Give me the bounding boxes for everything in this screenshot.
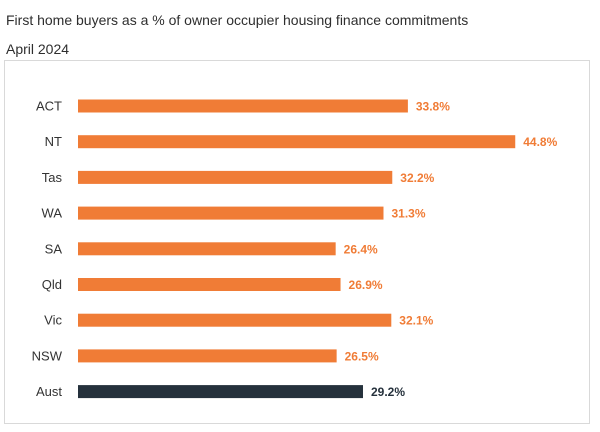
bar [78,242,336,256]
bar [78,349,337,363]
value-label: 32.2% [400,171,434,185]
value-label: 44.8% [523,135,557,149]
value-label: 32.1% [399,314,433,328]
bar [78,313,392,327]
category-label: Vic [44,313,62,328]
value-label: 26.4% [344,242,378,256]
value-label: 29.2% [371,385,405,399]
bar [78,170,393,184]
chart-title: First home buyers as a % of owner occupi… [6,12,469,57]
category-label: SA [45,241,63,256]
bar [78,385,363,399]
bar [78,135,516,149]
value-label: 33.8% [416,100,450,114]
category-label: WA [42,206,63,221]
bar [78,278,341,291]
category-label: ACT [36,99,62,114]
value-label: 31.3% [391,207,425,221]
chart-frame [4,60,590,424]
value-label: 26.5% [345,349,379,363]
bar [78,99,408,113]
category-label: NT [45,134,62,149]
category-label: NSW [32,348,63,363]
category-label: Aust [36,384,62,399]
value-label: 26.9% [349,278,383,292]
bar [78,206,384,220]
category-label: Tas [42,170,63,185]
category-label: Qld [42,277,62,292]
